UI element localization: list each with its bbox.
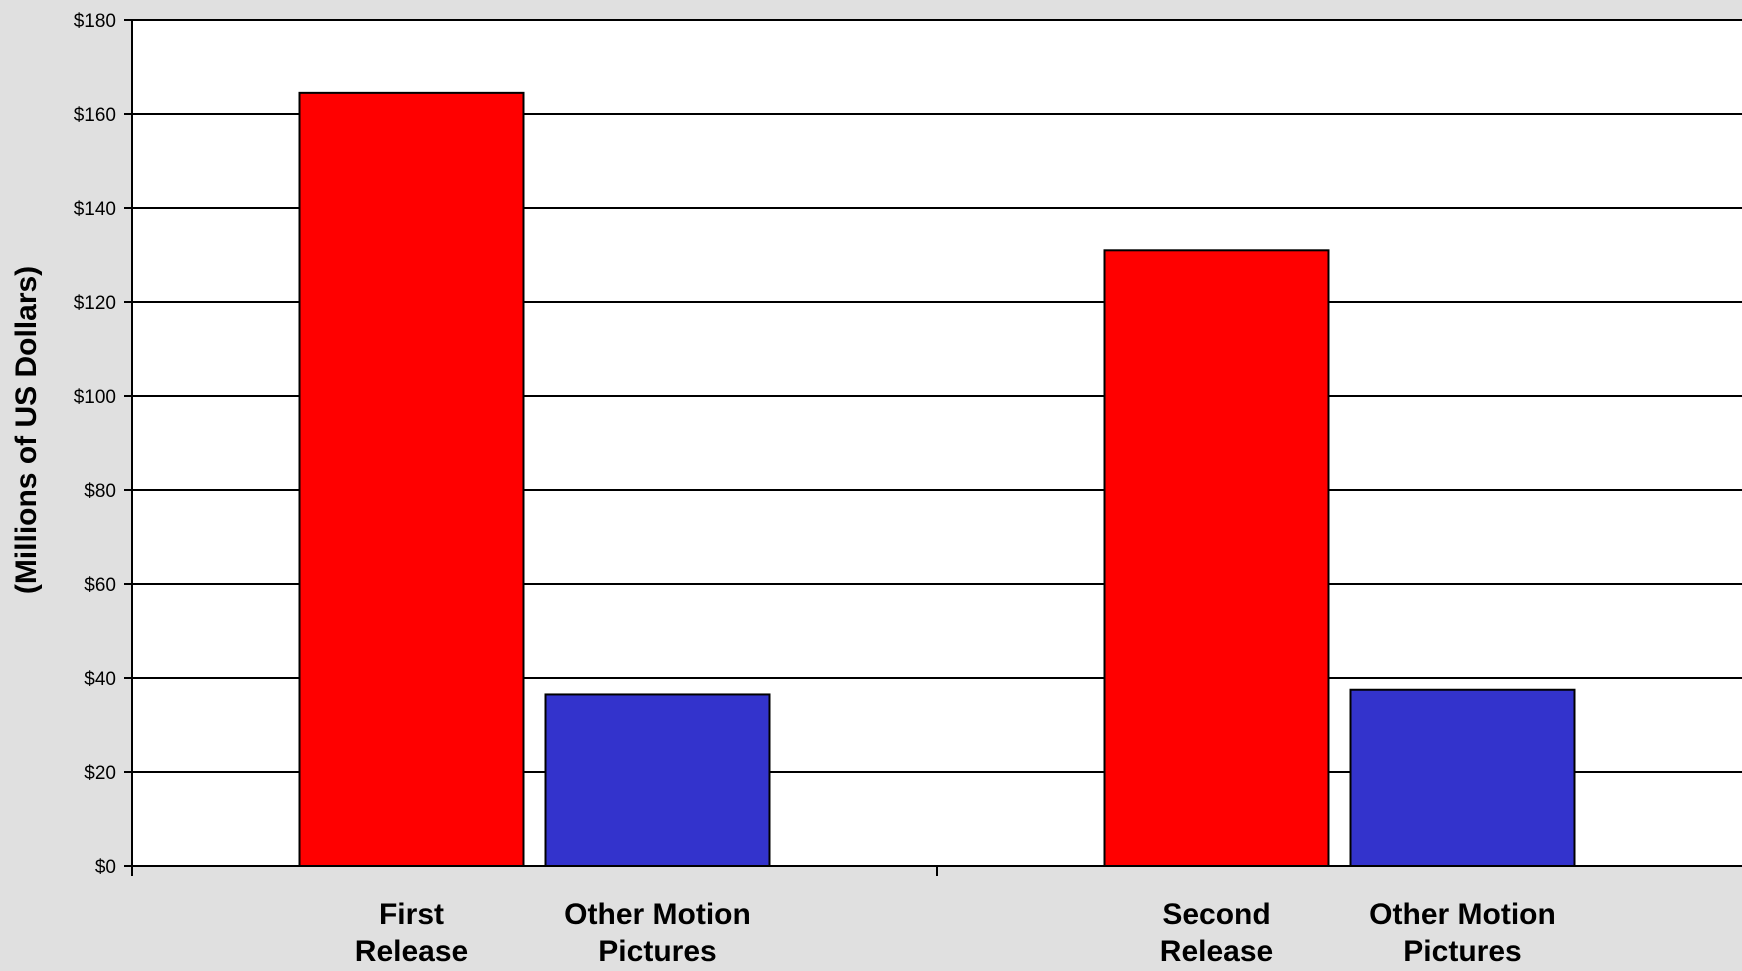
y-tick-label: $0 xyxy=(95,857,116,878)
y-tick-label: $60 xyxy=(84,575,116,596)
category-label: Second Release xyxy=(1160,898,1273,966)
bar xyxy=(1349,688,1576,867)
bar xyxy=(298,91,525,868)
y-tick-label: $140 xyxy=(74,199,116,220)
category-label: Other Motion Pictures xyxy=(564,898,751,966)
category-label: Other Motion Pictures xyxy=(1369,898,1556,966)
axes xyxy=(124,19,1742,876)
y-tick-label: $100 xyxy=(74,387,116,408)
y-tick-label: $160 xyxy=(74,105,116,126)
bars xyxy=(298,91,1576,868)
y-tick-label: $40 xyxy=(84,669,116,690)
y-tick-label: $180 xyxy=(74,11,116,32)
bar xyxy=(1103,249,1330,868)
y-tick-label: $80 xyxy=(84,481,116,502)
category-label: First Release xyxy=(355,898,468,966)
y-tick-label: $20 xyxy=(84,763,116,784)
y-axis-title: (Millions of US Dollars) xyxy=(10,266,43,594)
category-labels: First Release Other Motion Pictures Second Re… xyxy=(355,898,1556,968)
y-tick-labels: $0 $20 $40 $60 $80 $100 $120 $140 $160 $180 xyxy=(74,11,116,878)
bar xyxy=(544,693,771,868)
y-tick-label: $120 xyxy=(74,293,116,314)
